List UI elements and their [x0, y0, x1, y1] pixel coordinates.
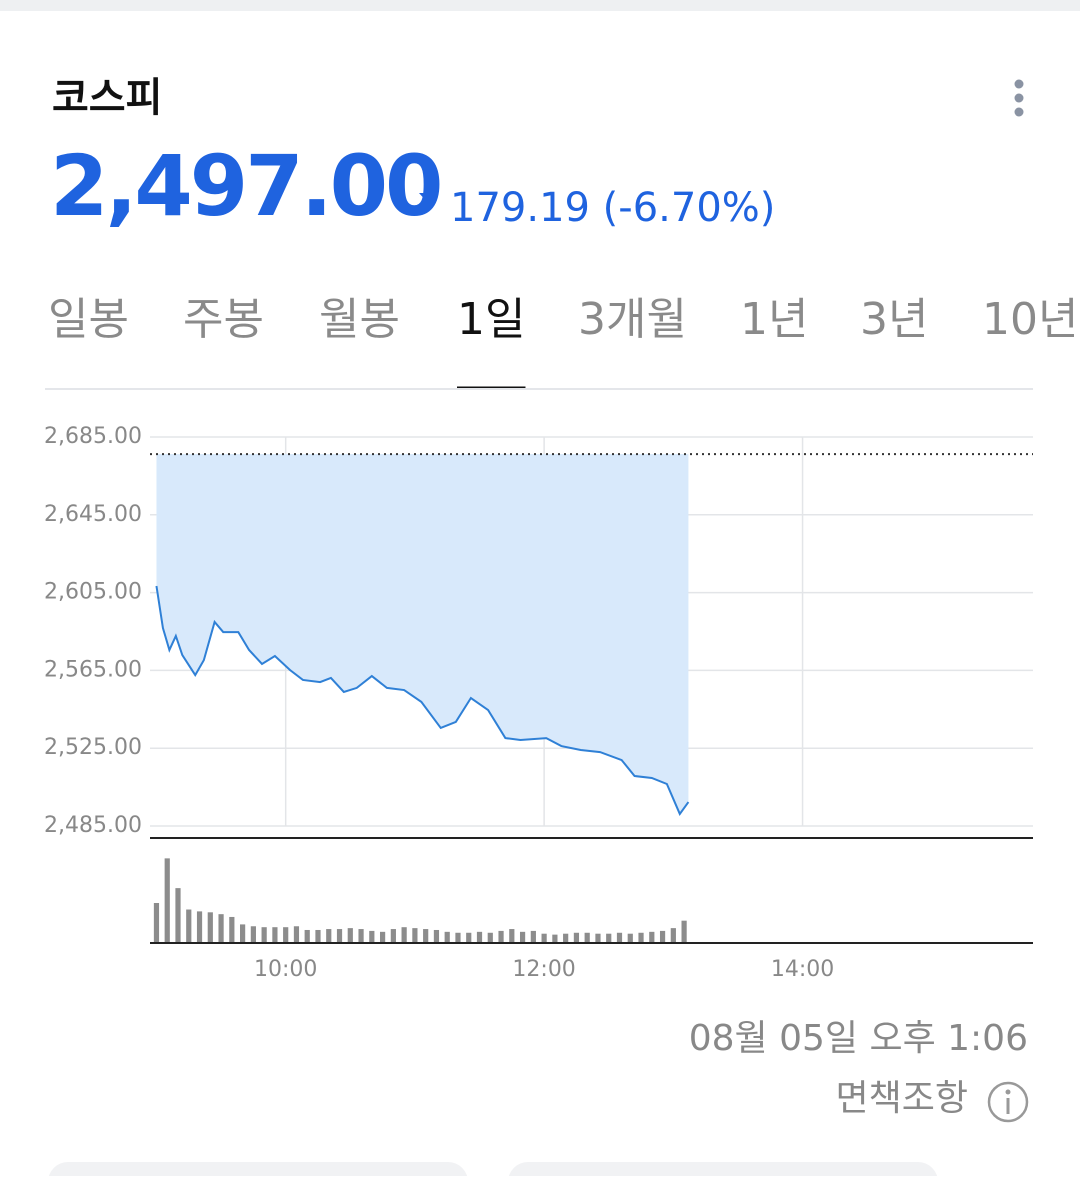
volume-bar	[444, 931, 450, 943]
timestamp: 08월 05일 오후 1:06	[689, 1018, 1028, 1059]
volume-bar	[229, 916, 235, 943]
volume-bar	[196, 911, 203, 943]
tab[interactable]: 3년	[860, 294, 928, 345]
volume-bar	[649, 931, 655, 943]
tab[interactable]: 10년	[982, 294, 1078, 345]
y-tick-label: 2,645.00	[44, 502, 142, 527]
volume-bar	[283, 927, 289, 943]
volume-bar	[412, 928, 418, 943]
volume-bar	[304, 929, 310, 943]
volume-bar	[315, 929, 321, 943]
volume-bar	[240, 924, 246, 943]
volume-bar	[455, 932, 461, 943]
volume-bar	[476, 931, 483, 943]
tab[interactable]: 월봉	[319, 294, 400, 345]
info-icon[interactable]	[987, 1081, 1029, 1123]
volume-bar	[164, 858, 170, 943]
top-band	[0, 0, 1080, 11]
volume-bar	[401, 927, 407, 943]
volume-bar	[616, 932, 623, 943]
volume-bar	[627, 933, 633, 943]
volume-bar	[606, 933, 612, 943]
volume-bar	[584, 932, 590, 943]
volume-bar	[175, 888, 181, 943]
volume-bar	[390, 929, 396, 943]
volume-bar	[369, 930, 375, 943]
volume-bar	[509, 929, 515, 943]
volume-bar	[487, 932, 493, 943]
y-tick-label: 2,605.00	[44, 580, 142, 605]
volume-bar	[218, 914, 224, 943]
volume-bar	[563, 933, 569, 943]
volume-bar	[347, 928, 353, 943]
y-tick-label: 2,485.00	[44, 813, 142, 838]
tab[interactable]: 주봉	[183, 294, 264, 345]
volume-bar	[552, 934, 558, 943]
volume-bar	[530, 930, 536, 943]
tab[interactable]: 1일	[457, 294, 525, 345]
volume-bar	[379, 931, 386, 943]
volume-bar	[423, 929, 429, 943]
tab[interactable]: 3개월	[578, 294, 687, 345]
y-tick-label: 2,525.00	[44, 735, 142, 760]
volume-bar	[293, 926, 300, 943]
card[interactable]	[48, 1162, 468, 1180]
volume-bar	[433, 929, 440, 943]
price: 2,497.00	[50, 137, 441, 235]
disclaimer[interactable]: 면책조항	[836, 1078, 968, 1119]
more-menu[interactable]	[1014, 79, 1024, 117]
volume-bar	[261, 927, 267, 943]
x-tick-label: 14:00	[771, 957, 834, 982]
volume-bar	[541, 933, 547, 943]
volume-bar	[153, 903, 160, 943]
volume-bar	[466, 932, 472, 943]
tab[interactable]: 일봉	[48, 294, 129, 345]
volume-bar	[573, 932, 580, 943]
volume-bar	[250, 926, 256, 943]
x-tick-label: 10:00	[254, 957, 317, 982]
card[interactable]	[508, 1162, 938, 1180]
y-tick-label: 2,685.00	[44, 424, 142, 449]
volume-bar	[358, 929, 364, 943]
volume-bar	[519, 931, 526, 943]
down-arrow	[419, 193, 437, 203]
tab[interactable]: 1년	[740, 294, 808, 345]
volume-bar	[336, 929, 343, 943]
area	[156, 454, 689, 814]
volume-bar	[638, 932, 644, 943]
price-line	[155, 585, 690, 816]
volume-bar	[595, 933, 601, 943]
volume-bar	[272, 927, 278, 943]
title: 코스피	[52, 75, 162, 121]
volume-bar	[498, 930, 504, 943]
x-tick-label: 12:00	[512, 957, 575, 982]
change: 179.19 (-6.70%)	[450, 185, 775, 231]
volume-bar	[681, 920, 687, 943]
y-tick-label: 2,565.00	[44, 657, 142, 682]
volume-bar	[659, 930, 666, 943]
volume-bar	[207, 912, 213, 943]
volume-bar	[326, 929, 332, 943]
volume-bar	[186, 909, 192, 943]
volume-bar	[670, 928, 676, 943]
